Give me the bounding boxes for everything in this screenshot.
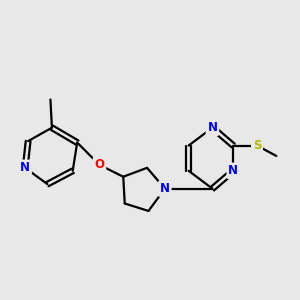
Text: N: N xyxy=(228,164,238,177)
Text: N: N xyxy=(207,121,218,134)
Text: O: O xyxy=(94,158,104,171)
Text: N: N xyxy=(20,161,30,174)
Text: N: N xyxy=(160,182,170,195)
Text: S: S xyxy=(253,139,261,152)
